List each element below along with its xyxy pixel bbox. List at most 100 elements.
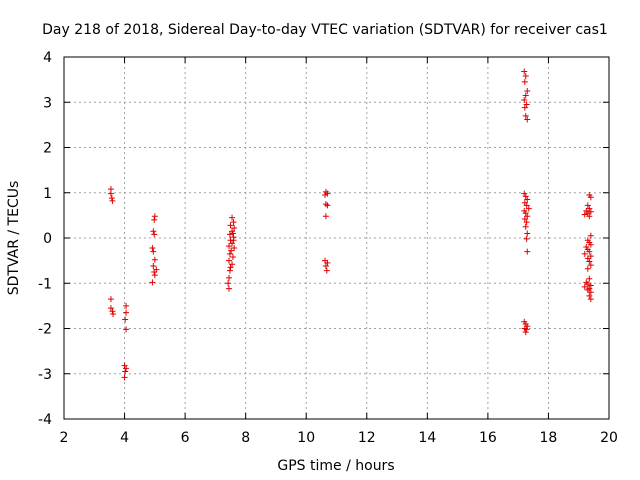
data-point-marker [586,248,593,255]
data-point-marker [584,281,591,288]
data-point-marker [584,255,591,262]
data-point-marker [149,279,156,286]
data-point-marker [586,205,593,212]
data-point-marker [226,231,233,238]
data-point-marker [226,250,233,257]
data-point-marker [151,268,158,275]
y-tick-label: -2 [38,322,52,338]
x-tick-label: 12 [358,430,376,446]
data-point-marker [522,210,529,217]
data-point-marker [587,296,594,303]
data-point-marker [587,194,594,201]
data-point-marker [523,202,530,209]
data-point-marker [150,228,157,235]
data-point-marker [523,235,530,242]
x-tick-label: 16 [479,430,497,446]
y-tick-labels: -4 -3 -2 -1 0 1 2 3 4 [38,50,52,428]
data-point-marker [523,101,530,108]
data-point-marker [226,274,233,281]
y-tick-label: 0 [43,231,52,247]
data-point-marker [322,263,329,270]
data-point-marker [521,104,528,111]
data-point-marker [321,192,328,199]
data-point-marker [524,196,531,203]
x-tick-label: 20 [600,430,618,446]
data-point-marker [322,201,329,208]
data-point-marker [229,254,236,261]
data-point-marker [229,261,236,268]
data-point-marker [229,230,236,237]
x-tick-labels: 2 4 6 8 10 12 14 16 18 20 [60,430,618,446]
data-point-marker [586,258,593,265]
data-point-marker [226,285,233,292]
data-point-marker [587,282,594,289]
data-markers [107,68,594,381]
data-point-marker [587,208,594,215]
data-point-marker [110,311,117,318]
y-tick-label: 2 [43,141,52,157]
grid-lines [64,57,609,419]
data-point-marker [523,219,530,226]
data-point-marker [324,202,331,209]
data-point-marker [123,365,130,372]
chart-title: Day 218 of 2018, Sidereal Day-to-day VTE… [42,22,608,38]
data-point-marker [108,195,115,202]
data-point-marker [150,248,157,255]
data-point-marker [228,247,235,254]
axis-ticks [63,56,610,420]
data-point-marker [523,326,530,333]
data-point-marker [151,231,158,238]
data-point-marker [522,73,529,80]
data-point-marker [322,213,329,220]
x-tick-label: 8 [241,430,250,446]
data-point-marker [149,244,156,251]
data-point-marker [227,264,234,271]
y-tick-label: 3 [43,95,52,111]
data-point-marker [581,283,588,290]
data-point-marker [231,244,238,251]
data-point-marker [524,116,531,123]
data-point-marker [584,265,591,272]
data-point-marker [230,219,237,226]
data-point-marker [122,368,129,375]
data-point-marker [524,248,531,255]
y-tick-label: -4 [38,412,52,428]
data-point-marker [121,362,128,369]
y-tick-label: 1 [43,186,52,202]
data-point-marker [524,87,531,94]
data-point-marker [231,225,238,232]
x-tick-label: 4 [120,430,129,446]
data-point-marker [123,302,130,309]
data-point-marker [225,280,232,287]
x-tick-label: 10 [297,430,315,446]
data-point-marker [226,243,233,250]
x-axis-label: GPS time / hours [277,458,394,474]
data-point-marker [151,216,158,223]
data-point-marker [123,326,130,333]
y-axis-label: SDTVAR / TECUs [6,181,22,296]
data-point-marker [521,68,528,75]
data-point-marker [587,262,594,269]
data-point-marker [121,374,128,381]
data-point-marker [109,197,116,204]
data-point-marker [323,267,330,274]
y-tick-label: 4 [43,50,52,66]
data-point-marker [122,316,129,323]
data-point-marker [581,250,588,257]
data-point-marker [521,78,528,85]
data-point-marker [586,292,593,299]
data-point-marker [226,267,233,274]
x-tick-label: 14 [418,430,436,446]
data-point-marker [522,193,529,200]
data-point-marker [522,329,529,336]
data-point-marker [226,257,233,264]
data-point-marker [584,287,591,294]
data-point-marker [151,272,158,279]
data-point-marker [107,296,114,303]
data-point-marker [586,275,593,282]
x-tick-label: 18 [540,430,558,446]
data-point-marker [107,190,114,197]
data-point-marker [584,202,591,209]
data-point-marker [525,205,532,212]
data-point-marker [522,223,529,230]
